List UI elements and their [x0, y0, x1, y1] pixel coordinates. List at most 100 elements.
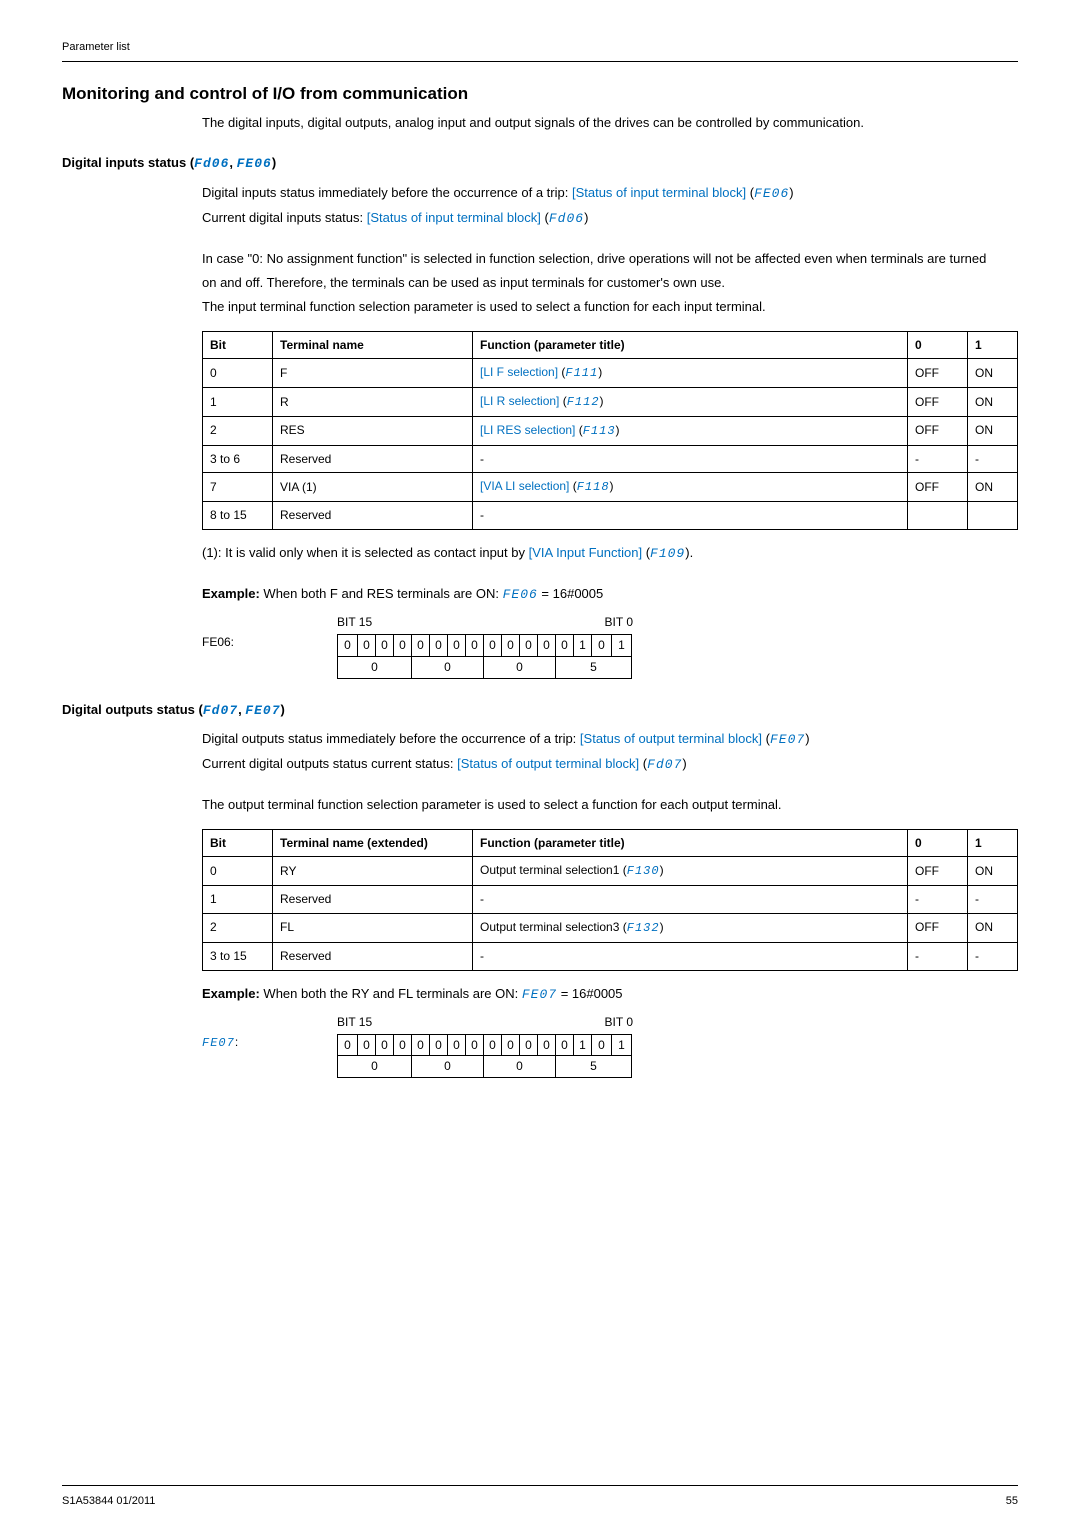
- th-bit: Bit: [203, 829, 273, 857]
- table-row: 8 to 15 Reserved -: [203, 502, 1018, 530]
- di-title-suffix: ): [272, 155, 276, 170]
- di-note1c: (: [642, 545, 650, 560]
- cell-zero: OFF: [908, 388, 968, 417]
- func-param: F113: [583, 424, 616, 438]
- bit-cell: 0: [358, 635, 376, 657]
- bit-cell: 0: [394, 635, 412, 657]
- bit-cell: 0: [538, 635, 556, 657]
- bit-cell: 0: [412, 1034, 430, 1056]
- di-line2c: (: [541, 210, 549, 225]
- bit-cell: 0: [412, 635, 430, 657]
- cell-zero: OFF: [908, 857, 968, 886]
- cell-zero: -: [908, 942, 968, 970]
- cell-zero: OFF: [908, 913, 968, 942]
- bit-table: 0 0 0 0 0 0 0 0 0 0 0 0 0 1 0 1 0 0 0: [337, 1034, 632, 1079]
- table-header-row: Bit Terminal name Function (parameter ti…: [203, 331, 1018, 359]
- di-note1e: ).: [685, 545, 693, 560]
- bit0-label: BIT 0: [605, 614, 633, 631]
- table-row: 0 RY Output terminal selection1 (F130) O…: [203, 857, 1018, 886]
- bit-cell: 0: [538, 1034, 556, 1056]
- do-line1c: (: [762, 731, 770, 746]
- bit-cell: 1: [612, 635, 632, 657]
- bit-cell: 0: [394, 1034, 412, 1056]
- do-line1e: ): [805, 731, 809, 746]
- di-sep: ,: [229, 155, 236, 170]
- func-param: F130: [627, 864, 660, 878]
- footer-left: S1A53844 01/2011: [62, 1494, 155, 1509]
- di-note1d: F109: [650, 546, 685, 561]
- nibble-cell: 5: [556, 1056, 632, 1078]
- do-line2c: (: [639, 756, 647, 771]
- bit-cell: 1: [574, 635, 592, 657]
- di-line1b: [Status of input terminal block]: [572, 185, 746, 200]
- do-para1: The output terminal function selection p…: [202, 796, 1018, 814]
- cell-terminal: Reserved: [273, 886, 473, 914]
- table-row: 7 VIA (1) [VIA LI selection] (F118) OFF …: [203, 473, 1018, 502]
- cell-terminal: Reserved: [273, 502, 473, 530]
- page-header: Parameter list: [62, 40, 1018, 55]
- di-title-prefix: Digital inputs status (: [62, 155, 194, 170]
- table-row: 0 F [LI F selection] (F111) OFF ON: [203, 359, 1018, 388]
- di-example-param: FE06: [503, 587, 538, 602]
- bit-cell: 0: [338, 635, 358, 657]
- header-rule: [62, 61, 1018, 62]
- th-function: Function (parameter title): [473, 829, 908, 857]
- func-param: F112: [567, 395, 600, 409]
- th-function: Function (parameter title): [473, 331, 908, 359]
- bit-cell: 0: [556, 1034, 574, 1056]
- cell-one: [968, 502, 1018, 530]
- digital-inputs-title: Digital inputs status (Fd06, FE06): [62, 154, 1018, 173]
- bit-cell: 0: [376, 635, 394, 657]
- nibble-cell: 0: [338, 657, 412, 679]
- di-line2a: Current digital inputs status:: [202, 210, 367, 225]
- cell-function: [LI F selection] (F111): [473, 359, 908, 388]
- cell-zero: -: [908, 445, 968, 473]
- cell-bit: 3 to 15: [203, 942, 273, 970]
- nibble-cell: 5: [556, 657, 632, 679]
- cell-zero: OFF: [908, 359, 968, 388]
- do-bit-label-param: FE07: [202, 1036, 235, 1050]
- di-param2: FE06: [237, 156, 272, 171]
- th-one: 1: [968, 829, 1018, 857]
- di-line1d: FE06: [754, 186, 789, 201]
- bit-cell: 0: [466, 1034, 484, 1056]
- do-line2e: ): [682, 756, 686, 771]
- bit-cell: 0: [484, 1034, 502, 1056]
- cell-bit: 7: [203, 473, 273, 502]
- table-row: 2 FL Output terminal selection3 (F132) O…: [203, 913, 1018, 942]
- func-label: [LI R selection]: [480, 394, 559, 408]
- page-footer: S1A53844 01/2011 55: [62, 1485, 1018, 1509]
- di-line1a: Digital inputs status immediately before…: [202, 185, 572, 200]
- cell-function: Output terminal selection1 (F130): [473, 857, 908, 886]
- bit-cell: 0: [376, 1034, 394, 1056]
- bit0-label: BIT 0: [605, 1014, 633, 1031]
- cell-terminal: F: [273, 359, 473, 388]
- di-content: Digital inputs status immediately before…: [202, 184, 1018, 605]
- cell-one: -: [968, 445, 1018, 473]
- func-param: F132: [627, 921, 660, 935]
- nibble-cell: 0: [484, 1056, 556, 1078]
- cell-terminal: FL: [273, 913, 473, 942]
- bit-cell: 1: [612, 1034, 632, 1056]
- bit-cell: 0: [592, 635, 612, 657]
- cell-one: ON: [968, 473, 1018, 502]
- do-line1b: [Status of output terminal block]: [580, 731, 762, 746]
- bit-diagram-label: FE06:: [202, 614, 337, 651]
- bit-cell: 0: [358, 1034, 376, 1056]
- do-title-prefix: Digital outputs status (: [62, 702, 203, 717]
- table-row: 3 to 15 Reserved - - -: [203, 942, 1018, 970]
- cell-terminal: R: [273, 388, 473, 417]
- bit-cell: 0: [466, 635, 484, 657]
- cell-bit: 8 to 15: [203, 502, 273, 530]
- do-param2: FE07: [245, 703, 280, 718]
- th-zero: 0: [908, 331, 968, 359]
- bit-cell: 0: [502, 635, 520, 657]
- do-line2a: Current digital outputs status current s…: [202, 756, 457, 771]
- bit-cell: 0: [502, 1034, 520, 1056]
- cell-one: ON: [968, 359, 1018, 388]
- func-label: [LI RES selection]: [480, 423, 575, 437]
- cell-terminal: Reserved: [273, 445, 473, 473]
- di-bit-diagram: FE06: BIT 15 BIT 0 0 0 0 0 0 0 0 0 0 0 0…: [202, 614, 1018, 678]
- do-line1d: FE07: [770, 732, 805, 747]
- footer-right: 55: [1006, 1494, 1018, 1509]
